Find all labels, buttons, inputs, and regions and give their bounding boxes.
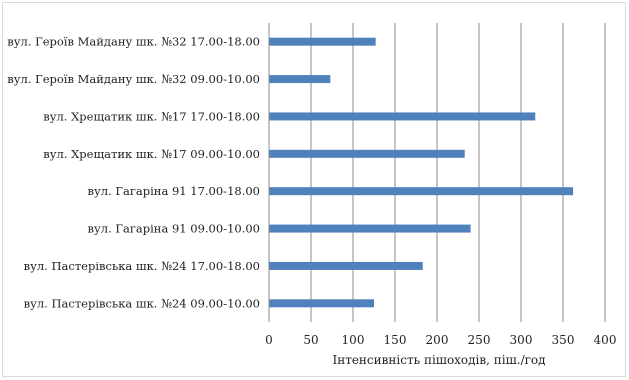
category-label: вул. Пастерівська шк. №24 17.00-18.00 [24,259,260,273]
gridlines [310,23,606,322]
x-tick-label: 350 [552,333,575,347]
category-label: вул. Героїв Майдану шк. №32 09.00-10.00 [7,72,260,86]
x-axis-title: Інтенсивність пішоходів, піш./год [332,353,545,367]
category-labels: вул. Героїв Майдану шк. №32 17.00-18.00 в… [7,35,260,311]
bar [269,224,471,233]
x-tick-label: 100 [342,333,365,347]
bar [269,261,423,270]
category-label: вул. Хрещатик шк. №17 17.00-18.00 [43,109,260,123]
bars [269,37,574,308]
bar [269,75,331,84]
bar [269,187,574,196]
bar [269,149,465,158]
bar [269,37,376,46]
x-tick-label: 250 [468,333,491,347]
x-tick-label: 50 [303,333,318,347]
x-tick-label: 400 [594,333,617,347]
x-tick-label: 150 [384,333,407,347]
tick-labels: 0 50 100 150 200 250 300 350 400 [265,333,616,347]
category-label: вул. Героїв Майдану шк. №32 17.00-18.00 [7,35,260,49]
bar [269,299,374,308]
x-tick-label: 0 [265,333,273,347]
category-label: вул. Пастерівська шк. №24 09.00-10.00 [24,296,260,310]
category-label: вул. Гагаріна 91 09.00-10.00 [88,222,260,236]
category-label: вул. Гагаріна 91 17.00-18.00 [88,184,260,198]
x-tick-label: 200 [426,333,449,347]
bar [269,112,536,121]
x-tick-label: 300 [510,333,533,347]
category-label: вул. Хрещатик шк. №17 09.00-10.00 [43,147,260,161]
